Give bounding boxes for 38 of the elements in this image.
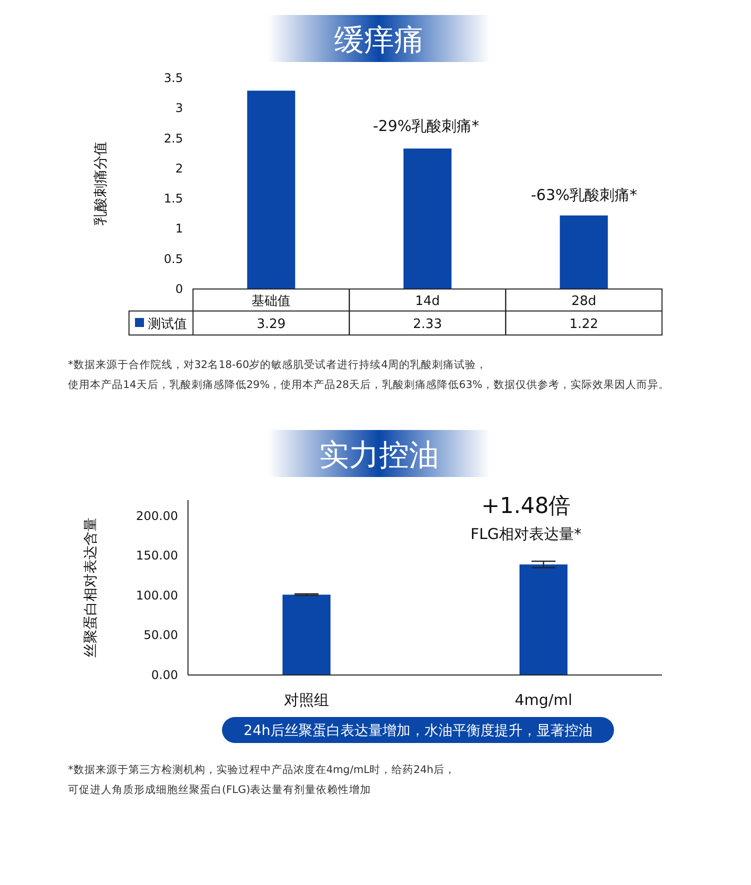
y-tick-label: 150.00 xyxy=(136,548,178,563)
y-tick-label: 100.00 xyxy=(136,588,178,602)
annotation: +1.48倍 xyxy=(481,494,571,519)
x-tick-label: 基础值 xyxy=(252,294,291,309)
x-tick-label: 14d xyxy=(415,294,440,309)
y-tick-label: 2.5 xyxy=(164,131,183,146)
text: 可促进人角质形成细胞丝聚蛋白(FLG)表达量有剂量依赖性增加 xyxy=(68,783,372,796)
y-tick-label: 3.5 xyxy=(164,71,183,85)
bar xyxy=(404,148,452,289)
bar xyxy=(247,90,296,289)
data-label: 2.33 xyxy=(413,317,442,332)
y-tick-label: 50.00 xyxy=(144,628,178,642)
y-tick-label: 2 xyxy=(175,161,183,176)
annotation: FLG相对表达量* xyxy=(470,525,582,543)
y-axis-title: 乳酸刺痛分值 xyxy=(93,142,109,226)
legend-label: 测试值 xyxy=(148,317,187,332)
chart-title: 实力控油 xyxy=(319,438,439,473)
data-label: 1.22 xyxy=(569,317,598,332)
text: 24h后丝聚蛋白表达量增加，水油平衡度提升，显著控油 xyxy=(244,723,592,739)
y-tick-label: 3 xyxy=(175,101,183,116)
text: *数据来源于合作院线，对32名18-60岁的敏感肌受试者进行持续4周的乳酸刺痛试验， xyxy=(68,358,487,371)
y-tick-label: 0.00 xyxy=(151,668,178,682)
y-tick-label: 0 xyxy=(175,282,183,296)
x-tick-label: 4mg/ml xyxy=(514,691,572,709)
data-label: 3.29 xyxy=(256,317,286,332)
text: *数据来源于第三方检测机构，实验过程中产品浓度在4mg/mL时，给药24h后， xyxy=(68,763,456,776)
text: 使用本产品14天后，乳酸刺痛感降低29%，使用本产品28天后，乳酸刺痛感降低63%，数据仅供参考，实际效果因人而异。 xyxy=(68,378,670,391)
y-tick-label: 0.5 xyxy=(164,252,183,266)
y-tick-label: 1.5 xyxy=(164,192,183,206)
x-tick-label: 28d xyxy=(571,294,596,309)
y-tick-label: 1 xyxy=(175,222,183,236)
annotation: -29%乳酸刺痛* xyxy=(372,117,480,135)
chart-title: 缓痒痛 xyxy=(334,23,424,58)
annotation: -63%乳酸刺痛* xyxy=(530,186,638,204)
bar xyxy=(560,215,608,289)
y-tick-label: 200.00 xyxy=(136,508,178,523)
y-axis-title: 丝聚蛋白相对表达含量 xyxy=(83,518,99,658)
x-tick-label: 对照组 xyxy=(284,691,329,709)
